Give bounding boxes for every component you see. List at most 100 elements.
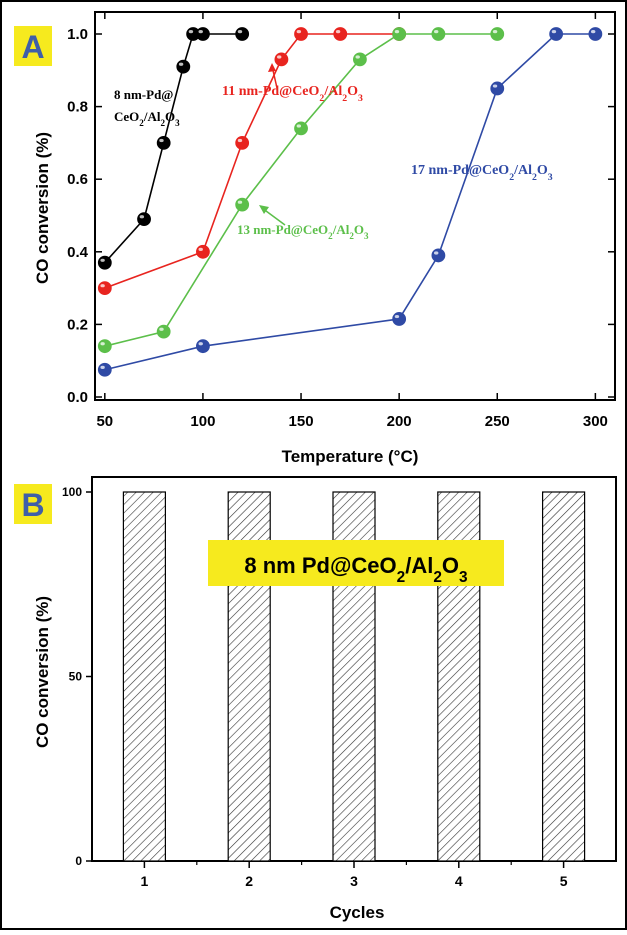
x-tick-label: 250 bbox=[485, 413, 510, 430]
data-point-8nm bbox=[137, 212, 151, 227]
y-tick-label: 0 bbox=[75, 854, 82, 868]
data-point-highlight bbox=[394, 30, 400, 34]
y-tick-label: 0.6 bbox=[67, 171, 88, 188]
data-point-highlight bbox=[159, 327, 164, 331]
panel-b-x-axis-title: Cycles bbox=[330, 903, 385, 922]
data-point-13nm bbox=[97, 339, 112, 354]
x-tick-label: 50 bbox=[96, 413, 113, 430]
data-point-highlight bbox=[492, 84, 498, 88]
data-point-highlight bbox=[100, 342, 105, 346]
panel-a-plot-frame bbox=[94, 11, 616, 401]
data-point-highlight bbox=[237, 30, 243, 34]
x-tick-label-2: 2 bbox=[245, 873, 253, 889]
data-point-highlight bbox=[237, 200, 243, 204]
x-tick-label: 150 bbox=[289, 413, 314, 430]
data-point-highlight bbox=[100, 258, 105, 262]
data-point-17nm bbox=[588, 27, 603, 41]
data-point-highlight bbox=[433, 251, 439, 255]
series-label-8nm: 8 nm-Pd@ CeO2/Al2O3 bbox=[114, 87, 180, 128]
y-tick-label: 0.4 bbox=[67, 244, 89, 261]
panel-b-annotation: 8 nm Pd@CeO2/Al2O3 bbox=[244, 553, 467, 586]
series-line-11nm bbox=[104, 33, 400, 289]
bar-cycle-5 bbox=[541, 491, 586, 862]
panel-a-label-box bbox=[14, 26, 52, 66]
bar-cycle-1 bbox=[122, 491, 167, 862]
data-point-highlight bbox=[492, 30, 498, 34]
series-label-11nm: 11 nm-Pd@CeO2/Al2O3 bbox=[222, 84, 363, 104]
x-tick-label-5: 5 bbox=[560, 873, 568, 889]
data-point-8nm bbox=[196, 27, 210, 41]
y-tick-label: 1.0 bbox=[67, 26, 88, 43]
data-point-highlight bbox=[159, 138, 164, 143]
data-point-highlight bbox=[139, 215, 145, 219]
data-point-8nm bbox=[235, 27, 250, 41]
panel-a-label: A bbox=[21, 29, 44, 65]
panel-a-series-points bbox=[97, 27, 603, 377]
series-line-8nm bbox=[104, 33, 243, 264]
data-point-highlight bbox=[355, 55, 360, 59]
panel-b-annotation-box bbox=[208, 540, 504, 586]
data-point-13nm bbox=[294, 121, 308, 136]
arrow-head-13nm bbox=[259, 205, 269, 214]
series-label-17nm: 17 nm-Pd@CeO2/Al2O3 bbox=[411, 163, 553, 183]
data-point-11nm bbox=[97, 281, 112, 296]
data-point-highlight bbox=[296, 124, 302, 128]
y-tick-label: 0.0 bbox=[67, 389, 88, 406]
panel-b: 0 50 100 1 2 3 4 5 8 nm Pd@CeO2/Al2O3 Cycles CO… bbox=[14, 476, 617, 922]
data-point-highlight bbox=[237, 138, 243, 143]
x-tick-label-3: 3 bbox=[350, 873, 358, 889]
data-point-13nm bbox=[235, 197, 250, 212]
data-point-highlight bbox=[178, 62, 184, 66]
data-point-11nm bbox=[274, 52, 289, 67]
panel-b-ticks: 0 50 100 1 2 3 4 5 bbox=[62, 485, 568, 889]
x-tick-label-4: 4 bbox=[455, 873, 463, 889]
y-tick-label: 100 bbox=[62, 485, 82, 499]
y-tick-label: 0.2 bbox=[67, 316, 88, 333]
series-label-13nm: 13 nm-Pd@CeO2/Al2O3 bbox=[237, 222, 369, 241]
panel-b-label: B bbox=[21, 487, 44, 523]
x-tick-label-1: 1 bbox=[141, 873, 149, 889]
data-point-13nm bbox=[353, 52, 367, 67]
panel-b-y-axis-title: CO conversion (%) bbox=[33, 596, 52, 748]
data-point-highlight bbox=[551, 30, 557, 34]
data-point-highlight bbox=[198, 30, 203, 34]
data-point-11nm bbox=[235, 135, 250, 150]
x-tick-label: 100 bbox=[190, 413, 215, 430]
data-point-8nm bbox=[97, 255, 112, 270]
data-point-17nm bbox=[490, 81, 505, 96]
data-point-17nm bbox=[196, 339, 210, 354]
data-point-17nm bbox=[392, 312, 407, 326]
y-tick-label: 0.8 bbox=[67, 99, 88, 116]
data-point-highlight bbox=[394, 314, 400, 319]
data-point-17nm bbox=[549, 27, 564, 41]
data-point-8nm bbox=[156, 135, 171, 150]
y-tick-label: 50 bbox=[69, 670, 83, 684]
data-point-highlight bbox=[335, 30, 341, 34]
data-point-13nm bbox=[156, 324, 171, 339]
data-point-highlight bbox=[433, 30, 439, 34]
data-point-17nm bbox=[431, 248, 446, 263]
data-point-highlight bbox=[100, 284, 105, 288]
data-point-highlight bbox=[198, 247, 203, 251]
data-point-highlight bbox=[590, 30, 596, 34]
data-point-13nm bbox=[490, 27, 505, 41]
data-point-11nm bbox=[294, 27, 308, 41]
data-point-highlight bbox=[100, 365, 105, 369]
data-point-8nm bbox=[176, 59, 191, 74]
data-point-highlight bbox=[296, 30, 302, 34]
panel-a-y-axis-title: CO conversion (%) bbox=[33, 132, 52, 284]
series-line-13nm bbox=[104, 33, 498, 347]
data-point-highlight bbox=[198, 342, 203, 346]
panel-a-x-axis-title: Temperature (°C) bbox=[282, 447, 419, 466]
data-point-11nm bbox=[333, 27, 348, 41]
panel-a: 50 100 150 200 250 300 0.0 0.2 0.4 0.6 0.8 1.0 8 nm… bbox=[14, 11, 616, 466]
panel-a-ticks: 50 100 150 200 250 300 0.0 0.2 0.4 0.6 0.8 1.0 bbox=[67, 12, 615, 430]
x-tick-label: 200 bbox=[387, 413, 412, 430]
x-tick-label: 300 bbox=[583, 413, 608, 430]
arrow-head-11nm bbox=[268, 63, 276, 72]
data-point-13nm bbox=[431, 27, 446, 41]
panel-b-label-box bbox=[14, 484, 52, 524]
